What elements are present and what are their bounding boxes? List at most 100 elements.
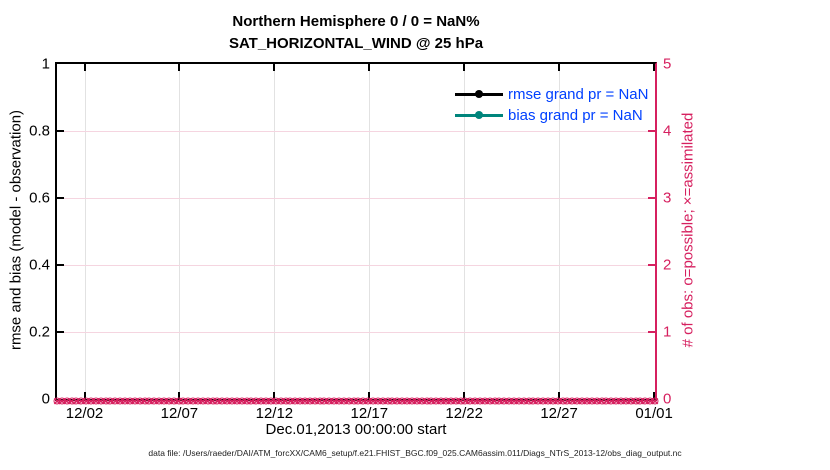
obs-assimilated-marker: × xyxy=(408,393,416,408)
obs-assimilated-marker: × xyxy=(315,393,324,408)
obs-assimilated-marker: × xyxy=(563,393,572,408)
obs-assimilated-marker: × xyxy=(145,393,154,408)
obs-assimilated-marker: × xyxy=(432,393,441,408)
x-tick-label: 12/02 xyxy=(65,405,104,422)
vertical-gridline xyxy=(464,64,466,399)
obs-assimilated-marker: × xyxy=(169,393,178,408)
obs-assimilated-marker: × xyxy=(135,393,144,408)
obs-assimilated-marker: × xyxy=(296,393,304,408)
obs-assimilated-marker: × xyxy=(412,393,421,408)
y-tick-label-right: 4 xyxy=(663,122,672,140)
obs-assimilated-marker: × xyxy=(330,393,338,408)
y-tick-label-right: 5 xyxy=(663,55,672,73)
obs-assimilated-marker: × xyxy=(208,393,217,408)
obs-assimilated-marker: × xyxy=(301,393,309,408)
horizontal-gridline xyxy=(57,131,655,132)
legend-sample-bias xyxy=(455,111,503,120)
horizontal-gridline xyxy=(57,332,655,333)
obs-assimilated-marker: × xyxy=(529,393,538,408)
y-tick-mark-right xyxy=(648,197,655,199)
chart-title-line2: SAT_HORIZONTAL_WIND @ 25 hPa xyxy=(228,35,484,52)
obs-assimilated-marker: × xyxy=(106,393,115,408)
chart-title-line1: Northern Hemisphere 0 / 0 = NaN% xyxy=(232,13,480,30)
obs-assimilated-marker: × xyxy=(174,393,183,408)
legend-item-bias: bias grand pr = NaN xyxy=(455,105,648,126)
obs-assimilated-marker: × xyxy=(388,393,397,408)
x-tick-mark-top xyxy=(368,64,371,71)
obs-assimilated-marker: × xyxy=(651,393,659,408)
obs-assimilated-marker: × xyxy=(344,393,353,408)
obs-assimilated-marker: × xyxy=(354,393,363,408)
obs-assimilated-marker: × xyxy=(592,393,601,408)
obs-assimilated-marker: × xyxy=(573,393,581,408)
obs-assimilated-marker: × xyxy=(393,393,402,408)
obs-assimilated-marker: × xyxy=(126,393,134,408)
obs-assimilated-marker: × xyxy=(140,393,149,408)
y-tick-label-right: 0 xyxy=(663,390,672,408)
obs-assimilated-marker: × xyxy=(549,393,557,408)
obs-assimilated-marker: × xyxy=(121,393,129,408)
obs-assimilated-marker: × xyxy=(111,393,120,408)
obs-assimilated-marker: × xyxy=(471,393,479,408)
obs-assimilated-marker: × xyxy=(184,393,193,408)
legend-label-bias: bias grand pr = NaN xyxy=(508,107,643,124)
obs-assimilated-marker: × xyxy=(568,393,577,408)
x-tick-mark-top xyxy=(178,64,181,71)
vertical-gridline xyxy=(274,64,276,399)
obs-assimilated-marker: × xyxy=(534,393,543,408)
bias-dot-marker xyxy=(475,111,483,119)
obs-assimilated-marker: × xyxy=(631,393,640,408)
x-tick-mark-top xyxy=(83,64,86,71)
obs-assimilated-marker: × xyxy=(96,393,105,408)
y-tick-mark-right xyxy=(648,264,655,266)
obs-assimilated-marker: × xyxy=(578,393,586,408)
obs-assimilated-marker: × xyxy=(447,393,455,408)
x-tick-label: 12/22 xyxy=(445,405,483,422)
x-tick-mark-top xyxy=(653,64,656,71)
y-tick-label-right: 3 xyxy=(663,189,672,207)
obs-assimilated-marker: × xyxy=(485,393,494,408)
obs-assimilated-marker: × xyxy=(597,393,606,408)
obs-assimilated-marker: × xyxy=(237,393,246,408)
obs-assimilated-marker: × xyxy=(179,393,188,408)
obs-assimilated-marker: × xyxy=(291,393,300,408)
obs-assimilated-marker: × xyxy=(349,393,358,408)
obs-assimilated-marker: × xyxy=(67,393,76,408)
obs-assimilated-marker: × xyxy=(77,393,86,408)
y-tick-mark-left xyxy=(57,130,64,132)
obs-assimilated-marker: × xyxy=(490,393,499,408)
x-tick-label: 12/27 xyxy=(540,405,578,422)
obs-assimilated-marker: × xyxy=(267,393,275,408)
x-axis-label: Dec.01,2013 00:00:00 start xyxy=(265,421,447,438)
legend-sample-rmse xyxy=(455,90,503,99)
obs-assimilated-marker: × xyxy=(451,393,460,408)
obs-assimilated-marker: × xyxy=(588,393,596,408)
vertical-gridline xyxy=(84,64,86,399)
x-tick-mark-top xyxy=(463,64,466,71)
obs-assimilated-marker: × xyxy=(417,393,426,408)
obs-assimilated-marker: × xyxy=(194,393,202,408)
x-tick-mark-bottom xyxy=(273,392,276,399)
obs-assimilated-marker: × xyxy=(320,393,329,408)
obs-assimilated-marker: × xyxy=(233,393,241,408)
obs-assimilated-marker: × xyxy=(130,393,139,408)
obs-assimilated-marker: × xyxy=(310,393,319,408)
obs-assimilated-marker: × xyxy=(466,393,475,408)
obs-assimilated-marker: × xyxy=(617,393,625,408)
obs-assimilated-marker: × xyxy=(53,393,61,408)
y-tick-mark-right xyxy=(648,331,655,333)
x-tick-mark-top xyxy=(273,64,276,71)
obs-assimilated-marker: × xyxy=(524,393,533,408)
plot-area xyxy=(55,62,657,401)
obs-assimilated-marker: × xyxy=(437,393,445,408)
obs-assimilated-marker: × xyxy=(150,393,159,408)
data-file-caption: data file: /Users/raeder/DAI/ATM_forcXX/… xyxy=(148,448,682,458)
obs-assimilated-marker: × xyxy=(636,393,645,408)
y-tick-label-right: 2 xyxy=(663,256,672,274)
obs-assimilated-marker: × xyxy=(335,393,343,408)
vertical-gridline xyxy=(369,64,371,399)
x-tick-label: 12/17 xyxy=(350,405,389,422)
obs-assimilated-marker: × xyxy=(257,393,265,408)
obs-assimilated-marker: × xyxy=(359,393,368,408)
